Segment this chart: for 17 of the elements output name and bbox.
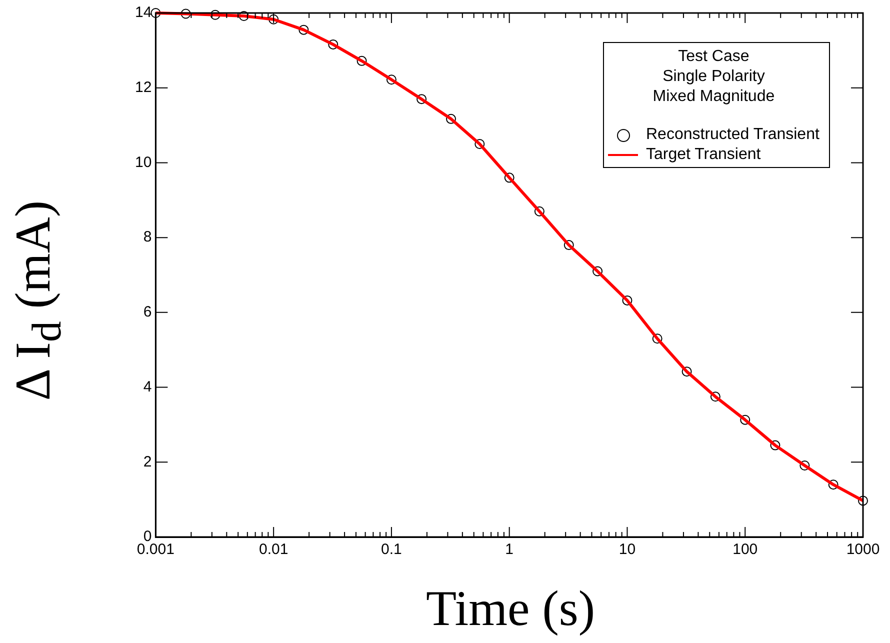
y-tick-label: 4: [143, 378, 152, 396]
legend-title: Test Case Single Polarity Mixed Magnitude: [652, 47, 776, 107]
x-tick-label: 0.1: [381, 541, 402, 558]
y-tick-label: 2: [143, 453, 152, 470]
y-tick-label: 10: [134, 154, 152, 171]
x-tick-label: 100: [732, 541, 758, 558]
x-tick-label: 1: [505, 541, 514, 558]
y-tick-label: 8: [143, 228, 152, 246]
y-tick-label: 12: [134, 79, 152, 96]
legend-label: Target Transient: [646, 145, 761, 165]
y-tick-label: 6: [143, 304, 152, 321]
x-tick-label: 10: [618, 541, 636, 558]
legend-label: Reconstructed Transient: [646, 125, 820, 145]
x-tick-label: 1000: [846, 541, 880, 558]
x-tick-label: 0.01: [258, 541, 288, 558]
y-tick-label: 14: [134, 4, 152, 22]
x-axis-title: Time (s): [424, 580, 596, 636]
